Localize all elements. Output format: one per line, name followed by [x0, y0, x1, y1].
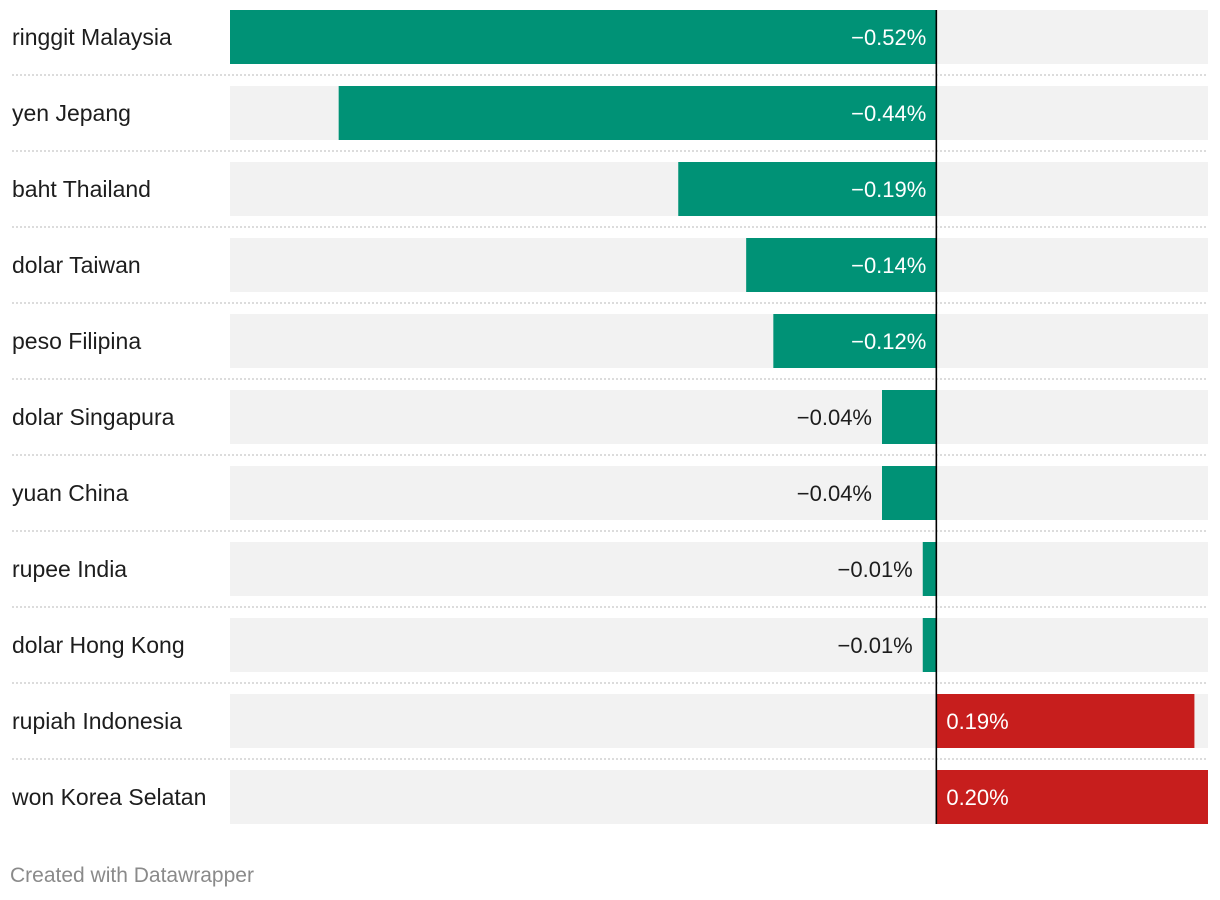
value-label: 0.20% — [946, 785, 1008, 810]
bar — [936, 770, 1208, 824]
category-label: dolar Taiwan — [12, 252, 141, 278]
value-label: −0.12% — [851, 329, 926, 354]
category-label: yen Jepang — [12, 100, 131, 126]
value-label: 0.19% — [946, 709, 1008, 734]
footer-credit: Created with Datawrapper — [10, 864, 254, 887]
value-label: −0.19% — [851, 177, 926, 202]
category-label: ringgit Malaysia — [12, 24, 172, 50]
value-label: −0.04% — [797, 481, 872, 506]
category-label: rupee India — [12, 556, 127, 582]
category-label: rupiah Indonesia — [12, 708, 182, 734]
bar-background — [230, 466, 1208, 520]
bar-background — [230, 542, 1208, 596]
bar — [936, 694, 1195, 748]
value-label: −0.04% — [797, 405, 872, 430]
category-label: peso Filipina — [12, 328, 141, 354]
bar — [882, 390, 937, 444]
category-label: dolar Singapura — [12, 404, 175, 430]
value-label: −0.01% — [838, 633, 913, 658]
bar-background — [230, 314, 1208, 368]
category-label: yuan China — [12, 480, 129, 506]
bar — [773, 314, 937, 368]
bar — [230, 10, 937, 64]
bar — [922, 542, 937, 596]
bar-background — [230, 390, 1208, 444]
value-label: −0.44% — [851, 101, 926, 126]
bar — [338, 86, 937, 140]
category-label: dolar Hong Kong — [12, 632, 185, 658]
bar — [922, 618, 937, 672]
bar-chart: ringgit Malaysia −0.52% yen Jepang −0.44% ba… — [11, 10, 1208, 824]
value-label: −0.01% — [838, 557, 913, 582]
bar — [746, 238, 937, 292]
value-label: −0.52% — [851, 25, 926, 50]
category-label: baht Thailand — [12, 176, 151, 202]
value-label: −0.14% — [851, 253, 926, 278]
category-label: won Korea Selatan — [11, 784, 206, 810]
bar-background — [230, 618, 1208, 672]
bar — [882, 466, 937, 520]
bar — [678, 162, 937, 216]
bar-background — [230, 238, 1208, 292]
